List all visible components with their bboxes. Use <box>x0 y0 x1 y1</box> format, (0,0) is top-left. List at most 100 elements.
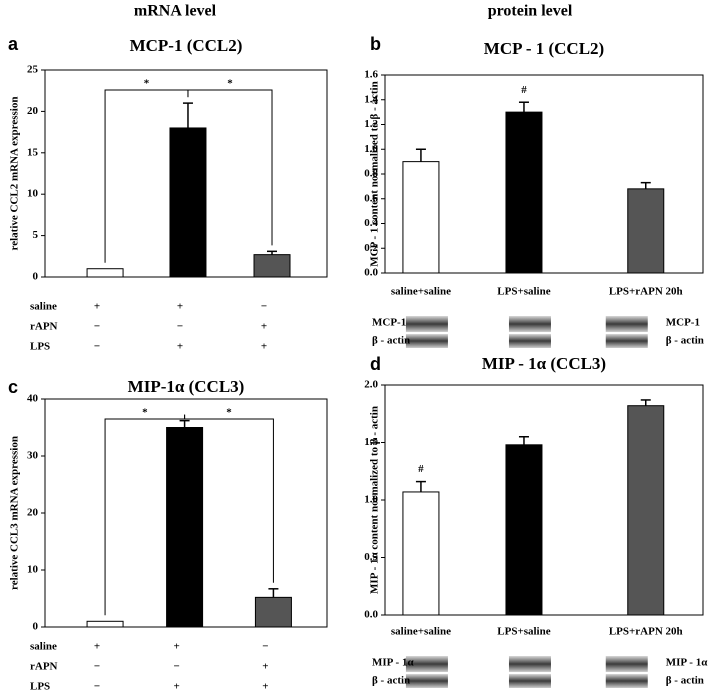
error-bar <box>415 148 426 162</box>
bar <box>169 127 207 278</box>
bar <box>402 491 440 616</box>
treatment-name: saline <box>30 301 57 313</box>
annotation: # <box>418 463 424 475</box>
error-bar <box>640 181 651 189</box>
chart-title: MCP-1 (CCL2) <box>130 36 243 55</box>
blot-band <box>405 656 448 672</box>
blot-label: β - actin <box>666 335 704 347</box>
error-bar <box>267 250 278 255</box>
treatment-mark: − <box>173 661 179 673</box>
significance-label: * <box>144 78 150 90</box>
significance-label: * <box>142 407 148 419</box>
y-axis-label: relative CCL2 mRNA expression <box>9 97 21 251</box>
blot-band <box>508 316 551 332</box>
blot-band <box>405 316 448 332</box>
y-tick-label: 25 <box>27 64 39 76</box>
panel-letter: b <box>370 34 381 54</box>
treatment-mark: − <box>94 321 100 333</box>
x-tick-label: LPS+saline <box>497 286 550 298</box>
blot-band <box>508 334 551 348</box>
bar <box>505 444 543 616</box>
blot-band <box>605 674 648 688</box>
blot-band <box>508 656 551 672</box>
chart-title: MIP-1α (CCL3) <box>128 377 245 396</box>
bar <box>253 254 291 278</box>
y-tick-label: 0 <box>33 621 39 633</box>
blot-label: MIP - 1α <box>372 657 414 669</box>
treatment-mark: − <box>177 321 183 333</box>
bar <box>86 268 124 278</box>
bar <box>402 161 440 274</box>
blot-band <box>508 674 551 688</box>
column-header: mRNA level <box>134 3 217 20</box>
treatment-mark: + <box>262 681 268 693</box>
treatment-mark: + <box>261 321 267 333</box>
treatment-mark: + <box>173 641 179 653</box>
y-tick-label: 1.2 <box>364 118 378 130</box>
y-tick-label: 0.0 <box>364 267 378 279</box>
panel-letter: d <box>370 354 381 374</box>
treatment-mark: + <box>94 641 100 653</box>
chart-title: MCP - 1 (CCL2) <box>484 39 604 58</box>
y-tick-label: 1.5 <box>364 436 378 448</box>
treatment-mark: − <box>261 301 267 313</box>
treatment-mark: + <box>261 341 267 353</box>
x-tick-label: saline+saline <box>391 286 451 298</box>
x-tick-label: LPS+rAPN 20h <box>609 626 683 638</box>
treatment-mark: + <box>173 681 179 693</box>
treatment-mark: + <box>177 301 183 313</box>
y-axis-label: MIP - 1α content normalized to β - actin <box>369 406 381 594</box>
chart-title: MIP - 1α (CCL3) <box>482 354 606 373</box>
blot-band <box>605 316 648 332</box>
treatment-name: LPS <box>30 681 50 693</box>
y-tick-label: 5 <box>33 229 39 241</box>
treatment-name: rAPN <box>30 321 58 333</box>
y-tick-label: 20 <box>27 507 39 519</box>
blot-band <box>605 334 648 348</box>
significance-label: * <box>227 78 233 90</box>
panel-letter: c <box>8 377 18 397</box>
significance-label: * <box>226 407 232 419</box>
y-tick-label: 30 <box>27 450 39 462</box>
bar <box>627 405 665 616</box>
y-tick-label: 10 <box>27 188 39 200</box>
blot-label: MIP - 1α <box>666 657 708 669</box>
y-tick-label: 0.2 <box>364 242 378 254</box>
y-tick-label: 0.4 <box>364 217 378 229</box>
treatment-mark: − <box>262 641 268 653</box>
blot-band <box>405 674 448 688</box>
bar <box>86 620 124 628</box>
treatment-mark: − <box>94 681 100 693</box>
significance-bracket <box>187 89 273 246</box>
bar <box>166 427 204 628</box>
treatment-mark: + <box>94 301 100 313</box>
column-header: protein level <box>488 3 573 20</box>
y-tick-label: 0.6 <box>364 192 378 204</box>
bar <box>505 111 543 274</box>
error-bar <box>179 419 190 428</box>
blot-band <box>605 656 648 672</box>
treatment-name: rAPN <box>30 661 58 673</box>
error-bar <box>268 588 279 598</box>
y-tick-label: 1.6 <box>364 69 378 81</box>
treatment-name: LPS <box>30 341 50 353</box>
treatment-mark: + <box>262 661 268 673</box>
y-tick-label: 15 <box>27 146 39 158</box>
treatment-mark: + <box>177 341 183 353</box>
significance-bracket <box>184 414 274 583</box>
y-tick-label: 2.0 <box>364 379 378 391</box>
y-tick-label: 40 <box>27 393 39 405</box>
y-tick-label: 1.0 <box>364 143 378 155</box>
y-tick-label: 1.4 <box>364 93 378 105</box>
blot-label: β - actin <box>372 335 410 347</box>
x-tick-label: LPS+saline <box>497 626 550 638</box>
blot-label: β - actin <box>372 675 410 687</box>
y-axis-label: relative CCL3 mRNA expression <box>9 436 21 590</box>
y-tick-label: 0.0 <box>364 609 378 621</box>
blot-label: MCP-1 <box>666 317 700 329</box>
y-tick-label: 0.5 <box>364 551 378 563</box>
y-tick-label: 0 <box>33 271 39 283</box>
bar <box>627 188 665 274</box>
blot-label: MCP-1 <box>372 317 406 329</box>
